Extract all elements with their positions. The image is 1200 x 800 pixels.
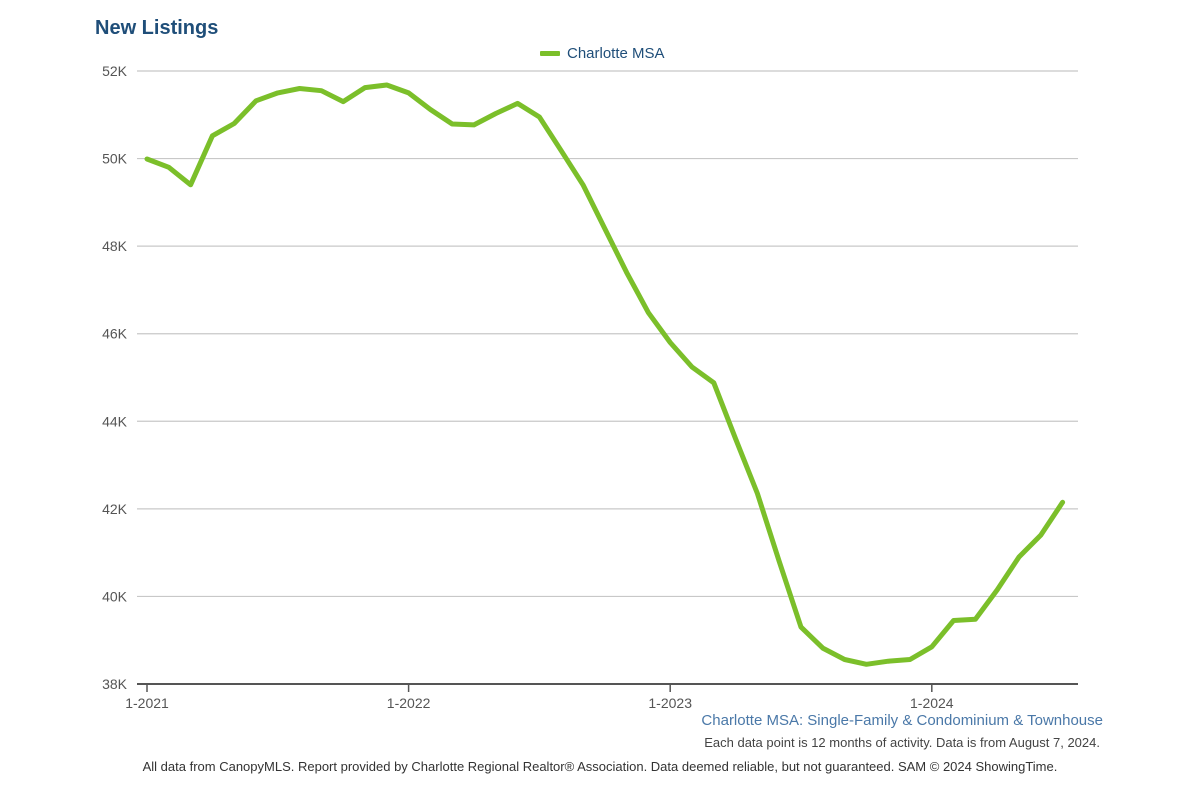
x-tick-label: 1-2021: [125, 695, 169, 710]
chart-title: New Listings: [95, 17, 219, 39]
x-tick-label: 1-2024: [910, 695, 954, 710]
chart-subtitle: Charlotte MSA: Single-Family & Condomini…: [701, 712, 1103, 729]
legend-swatch: [540, 51, 560, 56]
y-tick-label: 48K: [102, 238, 128, 254]
y-tick-label: 50K: [102, 151, 128, 167]
footer-disclaimer: All data from CanopyMLS. Report provided…: [142, 759, 1058, 774]
y-tick-label: 46K: [102, 326, 128, 342]
y-tick-label: 40K: [102, 588, 128, 604]
y-tick-label: 38K: [102, 676, 128, 692]
legend: Charlotte MSA: [540, 45, 665, 62]
y-tick-label: 42K: [102, 501, 128, 517]
y-tick-label: 52K: [102, 63, 128, 79]
data-note: Each data point is 12 months of activity…: [704, 735, 1100, 750]
x-tick-label: 1-2023: [648, 695, 692, 710]
y-axis: 38K 40K 42K 44K 46K 48K 50K 52K: [102, 63, 128, 692]
x-axis: 1-2021 1-2022 1-2023 1-2024: [125, 683, 1078, 710]
x-tick-label: 1-2022: [387, 695, 431, 710]
legend-label: Charlotte MSA: [567, 45, 665, 62]
series-line-charlotte-msa: [144, 82, 1066, 667]
grid: [137, 70, 1078, 598]
y-tick-label: 44K: [102, 413, 128, 429]
series-layer: [144, 82, 1066, 667]
